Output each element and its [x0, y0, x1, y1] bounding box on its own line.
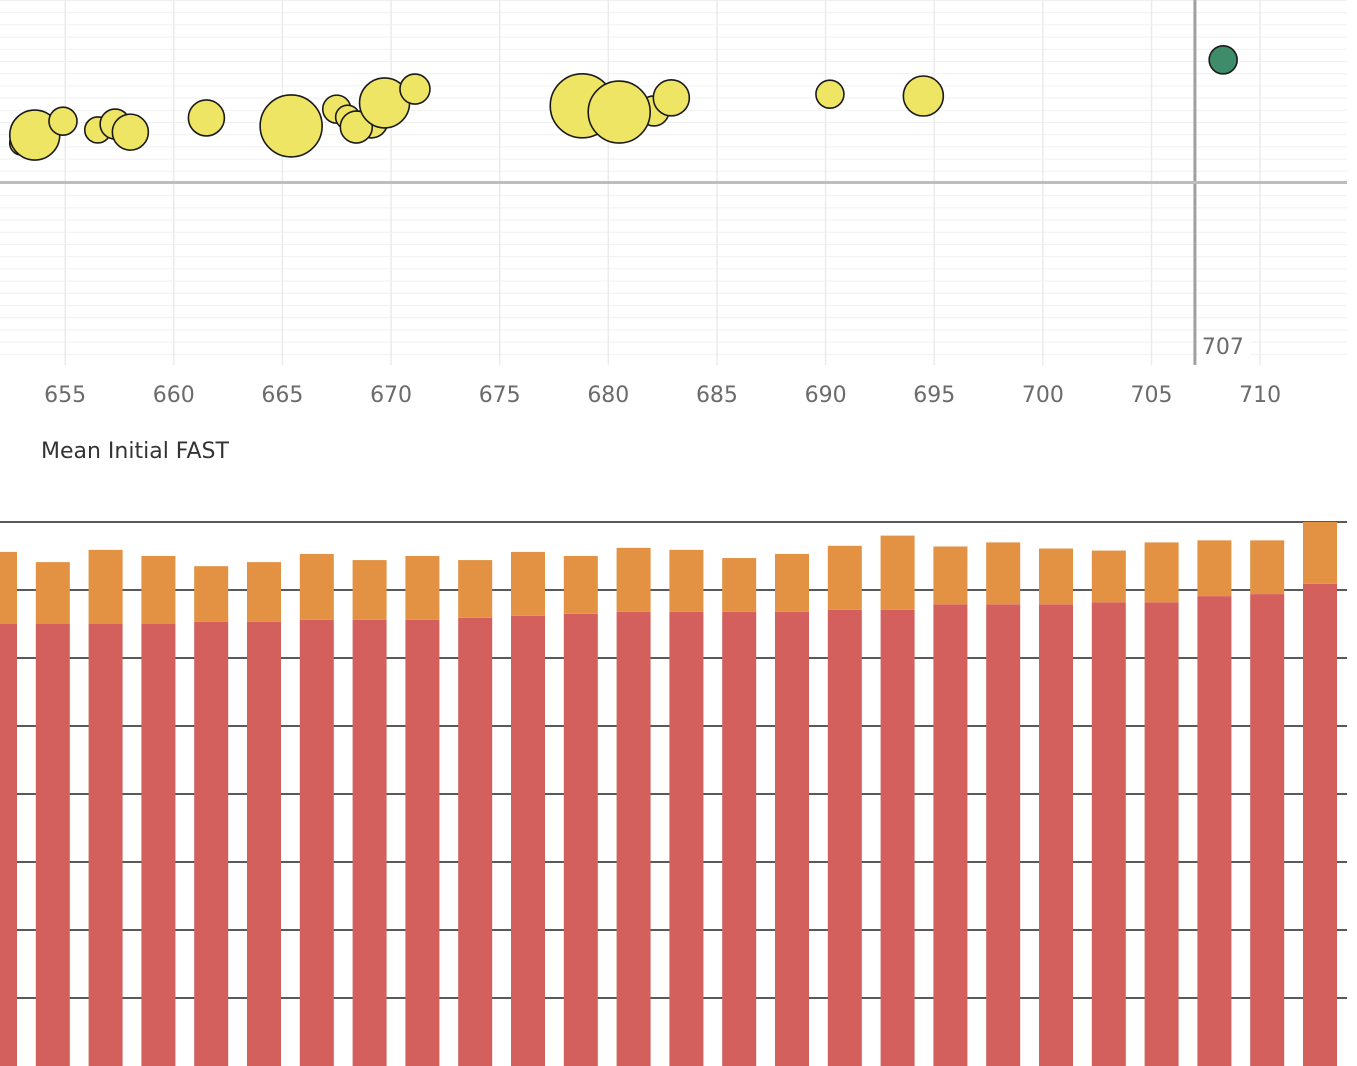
- bar-segment: [1039, 548, 1073, 605]
- bar-segment: [1039, 604, 1073, 1066]
- bar-segment: [35, 624, 70, 1066]
- bar-segment: [88, 624, 123, 1066]
- x-tick-label: 665: [261, 383, 303, 408]
- bubble: [111, 113, 150, 151]
- bar-segment: [88, 549, 123, 624]
- bar-segment: [616, 547, 651, 612]
- bar-segment: [722, 611, 757, 1066]
- bar-segment: [827, 609, 862, 1066]
- bar-segment: [775, 553, 809, 612]
- bar-segment: [880, 609, 915, 1066]
- bar-segment: [458, 560, 493, 618]
- bar-segment: [299, 553, 334, 620]
- bubble: [399, 73, 431, 105]
- bar-segment: [194, 566, 229, 622]
- bar-segment: [1144, 542, 1179, 603]
- bar-segment: [563, 613, 598, 1066]
- bar-segment: [986, 542, 1021, 605]
- bar-segment: [141, 624, 176, 1066]
- bubble-chart: 655 660 665 670 675 680 685 690 695 700 705 710 707: [0, 0, 1347, 408]
- bar-segment: [669, 611, 704, 1066]
- bar-segment: [1303, 522, 1337, 584]
- bubble: [902, 75, 945, 117]
- bar-segment: [1144, 602, 1179, 1066]
- bar-segment: [1250, 540, 1285, 595]
- bar-segment: [933, 546, 968, 605]
- bar-segment: [986, 604, 1021, 1066]
- bubble: [48, 106, 78, 136]
- bubble: [1208, 45, 1238, 75]
- bar-segment: [722, 558, 757, 612]
- bar-segment: [1197, 596, 1232, 1066]
- bar-segment: [0, 624, 17, 1066]
- bubble: [187, 99, 226, 137]
- bar-segment: [933, 604, 968, 1066]
- x-tick-label: 685: [696, 383, 738, 408]
- x-axis-title: Mean Initial FAST: [41, 439, 229, 464]
- x-tick-label: 675: [479, 383, 521, 408]
- bar-segment: [458, 617, 493, 1066]
- stacked-bar-chart: [0, 521, 1347, 1066]
- bar-segment: [247, 562, 281, 622]
- bar-segment: [1091, 602, 1126, 1066]
- bar-segment: [1197, 540, 1232, 597]
- x-tick-label: 655: [44, 383, 86, 408]
- bar-segment: [511, 551, 545, 616]
- bar-segment: [880, 535, 915, 610]
- bar-segment: [405, 556, 440, 620]
- bar-segment: [194, 621, 229, 1066]
- bubble: [652, 79, 691, 117]
- bar-segment: [141, 556, 176, 624]
- x-tick-label: 690: [805, 383, 847, 408]
- x-tick-label: 670: [370, 383, 412, 408]
- bubble: [259, 94, 323, 158]
- x-tick-label: 680: [587, 383, 629, 408]
- bubble: [587, 80, 651, 144]
- x-tick-label: 695: [913, 383, 955, 408]
- bar-segment: [0, 551, 17, 624]
- bar-segment: [299, 619, 334, 1066]
- x-tick-label: 660: [153, 383, 195, 408]
- reference-label: 707: [1202, 335, 1244, 360]
- bar-segment: [563, 556, 598, 614]
- x-tick-label: 710: [1239, 383, 1281, 408]
- bar-segment: [775, 611, 809, 1066]
- bar-segment: [405, 619, 440, 1066]
- bubble: [815, 79, 845, 109]
- bar-segment: [511, 615, 545, 1066]
- bar-segment: [352, 560, 387, 620]
- bar-segment: [35, 562, 70, 624]
- reference-label-bg: [1197, 333, 1250, 361]
- x-tick-label: 700: [1022, 383, 1064, 408]
- bubble: [339, 110, 374, 144]
- bar-segment: [616, 611, 651, 1066]
- bar-segment: [827, 545, 862, 610]
- bar-segment: [352, 619, 387, 1066]
- bar-segment: [1250, 594, 1285, 1066]
- bar-segment: [669, 549, 704, 612]
- x-tick-label: 705: [1130, 383, 1172, 408]
- bar-segment: [1303, 583, 1337, 1066]
- bar-segment: [1091, 550, 1126, 603]
- bar-segment: [247, 621, 281, 1066]
